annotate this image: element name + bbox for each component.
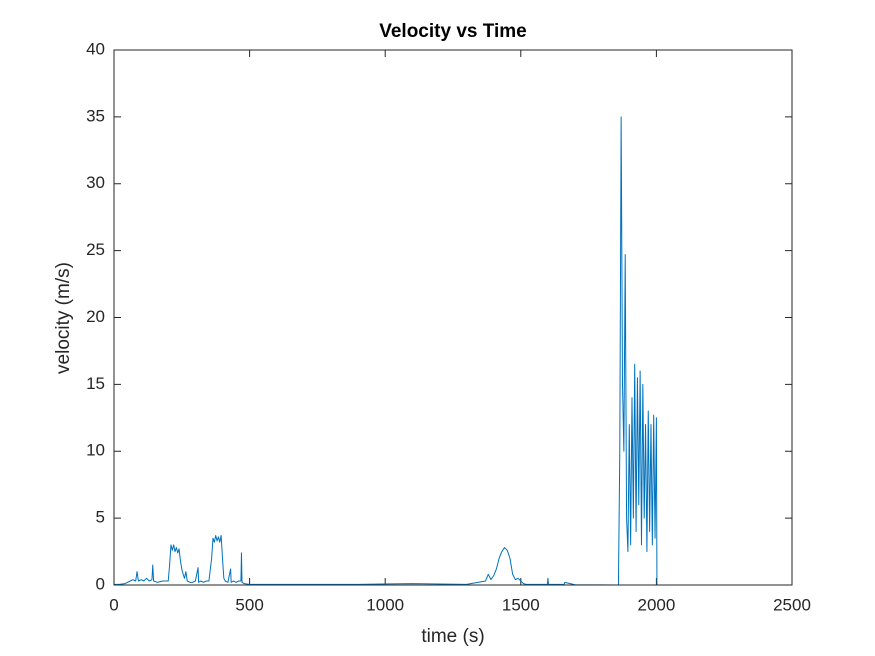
x-tick-label: 500: [235, 595, 263, 614]
y-tick-label: 40: [86, 39, 105, 58]
y-tick-label: 0: [96, 574, 105, 593]
y-tick-label: 35: [86, 106, 105, 125]
chart-title: Velocity vs Time: [379, 21, 527, 42]
y-tick-label: 25: [86, 240, 105, 259]
x-tick-label: 1000: [366, 595, 404, 614]
data-line: [114, 116, 658, 586]
plot-area: [114, 50, 792, 585]
y-tick-label: 20: [86, 307, 105, 326]
y-tick-label: 5: [96, 508, 105, 527]
y-tick-label: 10: [86, 441, 105, 460]
x-axis-label: time (s): [421, 626, 484, 647]
x-tick-label: 1500: [502, 595, 540, 614]
x-tick-label: 0: [109, 595, 118, 614]
y-tick-label: 30: [86, 173, 105, 192]
y-axis-label: velocity (m/s): [53, 262, 74, 374]
x-tick-label: 2500: [773, 595, 811, 614]
x-tick-label: 2000: [637, 595, 675, 614]
y-tick-label: 15: [86, 374, 105, 393]
axes-box: [113, 49, 793, 586]
